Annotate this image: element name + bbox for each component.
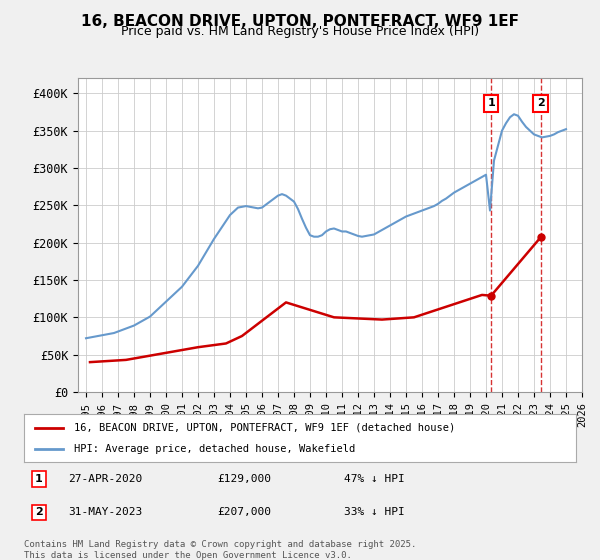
Text: 2: 2: [35, 507, 43, 517]
Text: 2: 2: [536, 99, 544, 109]
Text: 16, BEACON DRIVE, UPTON, PONTEFRACT, WF9 1EF: 16, BEACON DRIVE, UPTON, PONTEFRACT, WF9…: [81, 14, 519, 29]
Text: 1: 1: [487, 99, 495, 109]
Text: £207,000: £207,000: [217, 507, 271, 517]
Text: HPI: Average price, detached house, Wakefield: HPI: Average price, detached house, Wake…: [74, 444, 355, 454]
Text: 47% ↓ HPI: 47% ↓ HPI: [344, 474, 405, 484]
Text: 27-APR-2020: 27-APR-2020: [68, 474, 142, 484]
Text: 16, BEACON DRIVE, UPTON, PONTEFRACT, WF9 1EF (detached house): 16, BEACON DRIVE, UPTON, PONTEFRACT, WF9…: [74, 423, 455, 433]
Text: 1: 1: [35, 474, 43, 484]
Text: 33% ↓ HPI: 33% ↓ HPI: [344, 507, 405, 517]
Text: Price paid vs. HM Land Registry's House Price Index (HPI): Price paid vs. HM Land Registry's House …: [121, 25, 479, 38]
Text: Contains HM Land Registry data © Crown copyright and database right 2025.
This d: Contains HM Land Registry data © Crown c…: [24, 540, 416, 560]
Text: 31-MAY-2023: 31-MAY-2023: [68, 507, 142, 517]
Text: £129,000: £129,000: [217, 474, 271, 484]
